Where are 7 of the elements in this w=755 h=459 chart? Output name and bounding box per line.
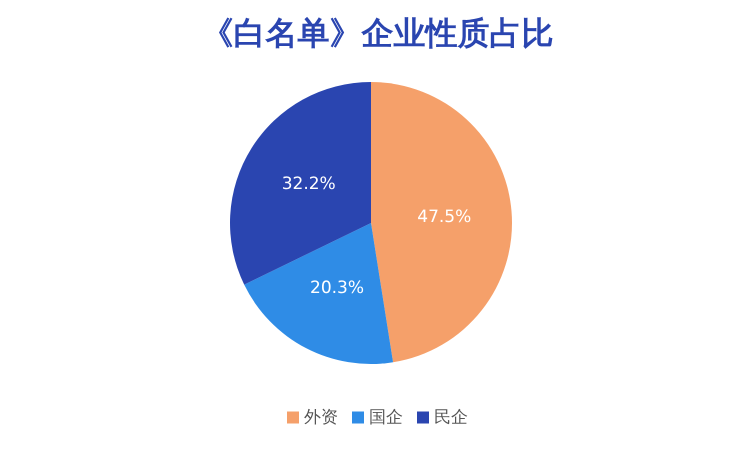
chart-title: 《白名单》企业性质占比: [202, 14, 554, 52]
legend-label: 民企: [434, 408, 468, 428]
data-label: 20.3%: [310, 278, 364, 298]
data-label: 32.2%: [282, 174, 336, 194]
legend-label: 外资: [304, 408, 338, 428]
legend-label: 国企: [369, 408, 403, 428]
data-label: 47.5%: [417, 207, 472, 228]
